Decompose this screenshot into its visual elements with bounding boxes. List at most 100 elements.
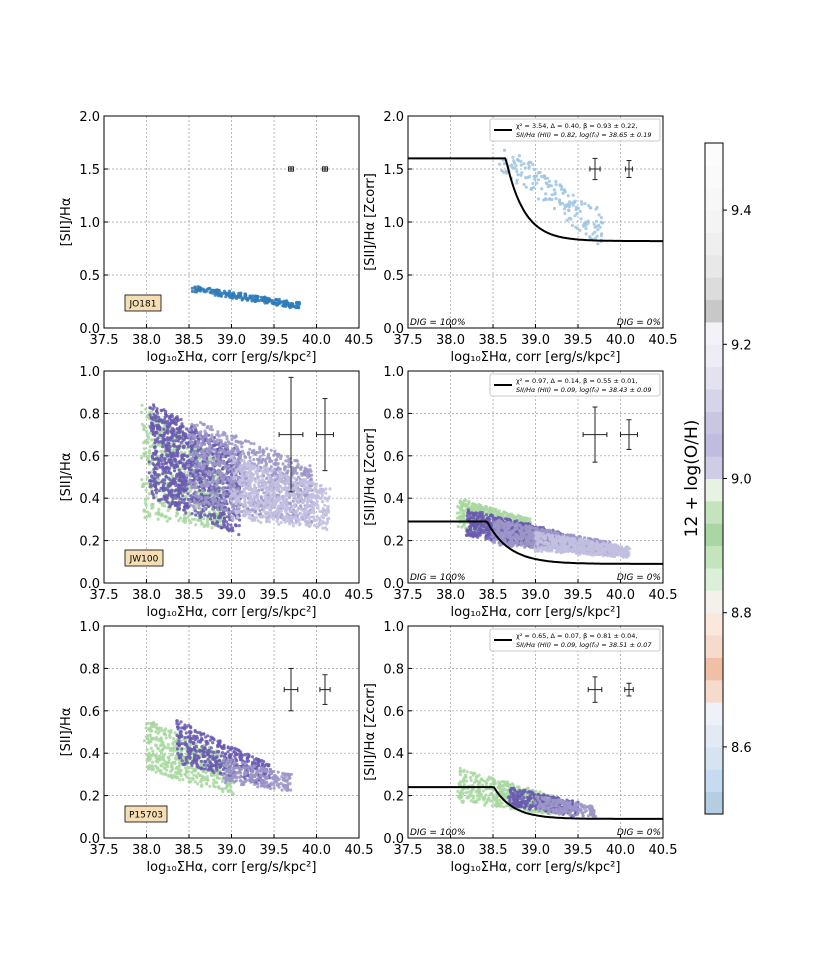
data-point	[179, 427, 183, 431]
data-point	[257, 484, 261, 488]
data-point	[247, 478, 251, 482]
data-point	[566, 194, 570, 198]
data-point	[281, 515, 285, 519]
data-point	[144, 450, 148, 455]
data-point	[238, 292, 242, 296]
data-point	[142, 441, 146, 445]
data-point	[554, 197, 558, 201]
data-point	[176, 451, 180, 455]
data-point	[163, 457, 167, 461]
data-point	[293, 505, 297, 509]
data-point	[219, 438, 223, 442]
data-point	[242, 513, 246, 517]
data-point	[192, 426, 196, 430]
data-point	[208, 290, 212, 294]
data-point	[173, 501, 177, 505]
data-point	[249, 441, 253, 445]
data-point	[208, 438, 212, 442]
data-point	[248, 481, 252, 485]
data-point	[181, 476, 185, 480]
data-point	[206, 522, 210, 527]
data-point	[183, 466, 187, 470]
data-point	[199, 420, 203, 425]
data-point	[595, 205, 599, 209]
data-point	[246, 451, 250, 455]
data-point	[205, 454, 209, 458]
data-point	[155, 407, 159, 411]
data-point	[225, 292, 229, 296]
data-point	[279, 300, 283, 304]
x-tick-label: 38.5	[479, 333, 508, 348]
data-point	[225, 437, 229, 441]
data-point	[596, 242, 600, 246]
data-point	[169, 436, 173, 440]
data-point	[247, 512, 251, 516]
data-point	[308, 515, 312, 519]
data-point	[155, 467, 159, 471]
data-point	[260, 501, 264, 505]
data-point	[529, 186, 534, 191]
y-tick-label: 1.5	[383, 163, 404, 178]
data-point	[221, 503, 225, 507]
data-point	[146, 435, 151, 439]
data-point	[193, 481, 197, 485]
data-point	[185, 476, 189, 480]
data-point	[184, 511, 188, 515]
data-point	[238, 481, 242, 485]
data-point	[139, 456, 144, 460]
data-point	[208, 427, 212, 431]
data-point	[256, 496, 260, 500]
data-point	[201, 489, 205, 493]
data-point	[522, 182, 526, 187]
data-point	[148, 485, 152, 489]
data-point	[215, 433, 219, 437]
data-point	[561, 191, 565, 195]
data-point	[196, 449, 200, 453]
data-point	[179, 417, 183, 422]
data-point	[172, 429, 176, 433]
data-point	[248, 447, 252, 451]
data-point	[574, 208, 578, 212]
data-point	[238, 518, 242, 522]
data-point	[189, 497, 193, 501]
data-point	[255, 464, 259, 468]
data-point	[178, 444, 182, 448]
data-point	[253, 503, 257, 507]
data-point	[324, 487, 328, 491]
data-point	[209, 460, 213, 464]
data-point	[188, 471, 193, 475]
data-point	[197, 285, 201, 289]
data-point	[173, 421, 177, 426]
data-point	[208, 443, 212, 447]
data-point	[183, 520, 187, 525]
data-point	[170, 455, 174, 459]
data-point	[306, 505, 310, 509]
data-point	[161, 488, 166, 493]
data-point	[232, 471, 237, 476]
data-point	[563, 211, 567, 215]
data-point	[207, 470, 211, 474]
data-point	[210, 526, 214, 530]
data-point	[202, 524, 206, 529]
data-point	[289, 515, 293, 519]
data-point	[247, 487, 251, 492]
data-point	[249, 510, 253, 514]
data-point	[237, 295, 241, 299]
data-point	[597, 213, 601, 217]
data-point	[540, 187, 544, 191]
y-tick-label: 1.0	[79, 216, 100, 231]
data-point	[280, 476, 285, 480]
data-point	[177, 486, 181, 490]
data-point	[249, 485, 253, 489]
data-point	[143, 515, 147, 520]
data-point	[240, 449, 245, 453]
x-tick-label: 39.5	[260, 333, 289, 348]
data-point	[281, 462, 285, 466]
grid	[104, 116, 359, 328]
data-point	[245, 476, 249, 480]
data-point	[547, 179, 552, 183]
data-point	[187, 428, 192, 432]
data-point	[588, 206, 593, 210]
data-point	[532, 168, 537, 172]
data-point	[158, 418, 163, 422]
